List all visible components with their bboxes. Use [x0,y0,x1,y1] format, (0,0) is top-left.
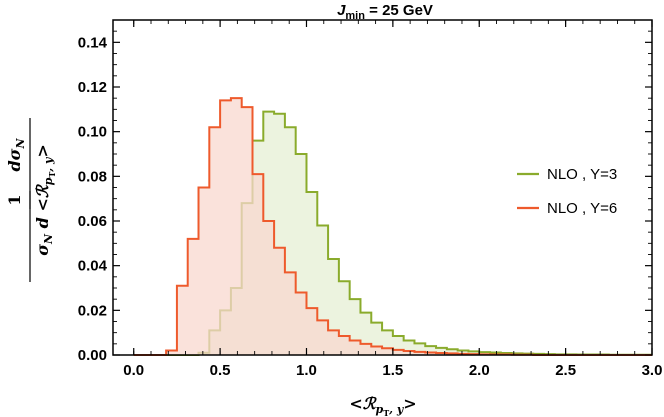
y-label-num-sub: N [14,138,27,150]
y-label-den-d: d < [33,198,52,228]
legend-label-2: NLO , Y=6 [547,200,617,217]
series-2-fill [133,98,652,356]
y-label-numerator: dσN [5,138,27,172]
y-label-den-r-sub2: , y [42,156,55,173]
y-tick-label-0: 0.00 [78,347,107,364]
y-tick-label-4: 0.08 [78,168,107,185]
y-label-one: 1 [5,194,24,205]
x-label-lead: < [349,394,362,413]
x-axis-label: <ℛpT, y> [349,394,416,417]
y-label-den-sigma-sub: N [42,233,55,245]
chart-title: Jmin = 25 GeV [337,2,433,22]
x-tick-label-0: 0.0 [123,362,144,379]
x-tick-label-5: 2.5 [555,362,576,379]
chart-title-base: J [337,2,346,19]
y-tick-label-1: 0.02 [78,302,107,319]
y-label-den-r: ℛ [33,183,52,198]
x-tick-label-2: 1.0 [296,362,317,379]
x-label-sub2: , y [388,403,405,416]
series-layer [133,97,652,356]
y-tick-label-3: 0.06 [78,213,107,230]
x-label-main: ℛ [363,394,378,413]
axes-layer: 0.0 0.5 1.0 1.5 2.0 2.5 3.0 0.00 0.02 0.04 0.06 0.0… [78,19,663,379]
y-tick-label-2: 0.04 [78,258,108,275]
x-label-sub: p [376,403,384,416]
x-label-subsub: T [383,408,389,417]
y-label-num: dσ [5,148,24,171]
y-label-den-r-subsub: T [47,172,57,178]
y-tick-label-5: 0.10 [78,124,107,141]
y-label-den-sigma: σ [33,244,52,256]
x-tick-label-6: 3.0 [642,362,663,379]
x-tick-label-4: 2.0 [469,362,490,379]
chart-title-sub: min [345,10,365,22]
y-label-den-r-sub: p [42,177,55,185]
x-tick-label-3: 1.5 [382,362,403,379]
chart-title-rest: = 25 GeV [365,2,433,19]
x-tick-label-1: 0.5 [210,362,231,379]
y-label-denominator: σN d <ℛpT, y> [33,144,57,256]
y-tick-label-6: 0.12 [78,79,107,96]
y-tick-label-7: 0.14 [78,34,108,51]
x-label-tail: > [403,394,416,413]
y-axis-label: 1 dσN σN d <ℛpT, y> [5,118,57,282]
y-label-den-tail: > [33,144,52,157]
legend: NLO , Y=3 NLO , Y=6 [517,166,617,217]
legend-label-1: NLO , Y=3 [547,166,617,183]
